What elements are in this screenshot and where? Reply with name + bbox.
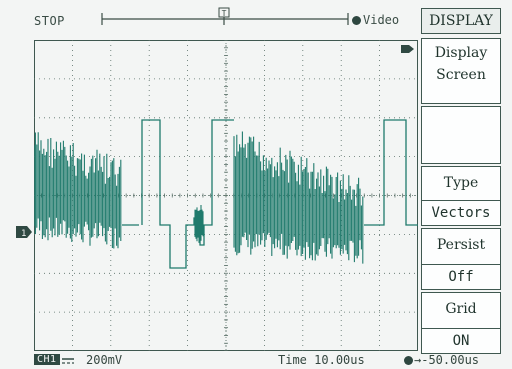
volts-per-div: 200mV (86, 353, 122, 367)
menu-title: DISPLAY (421, 8, 501, 34)
menu-item-grid[interactable]: Grid ON (421, 292, 501, 354)
menu-item-blank[interactable] (421, 106, 501, 164)
run-state-label: STOP (34, 14, 65, 28)
menu-item-type[interactable]: Type Vectors (421, 166, 501, 226)
menu-item-grid-value: ON (422, 328, 500, 353)
trigger-position-readout: →-50.00us (404, 353, 479, 367)
svg-text:1: 1 (21, 229, 26, 238)
trigger-source-icon (352, 16, 361, 25)
graticule (34, 40, 418, 351)
menu-title-label: DISPLAY (429, 13, 493, 29)
menu-item-display-label: Display (422, 45, 500, 61)
trigger-source-label: Video (363, 13, 399, 27)
menu-item-display-value: Screen (422, 67, 500, 83)
top-status-bar: STOP T Video (0, 0, 420, 36)
channel-1-marker-icon[interactable]: 1 (16, 226, 32, 238)
menu-item-type-label: Type (422, 175, 500, 191)
bottom-status-bar: CH1 200mV Time 10.00us →-50.00us (0, 352, 512, 369)
svg-text:T: T (222, 9, 227, 18)
timebase-label: Time (278, 353, 307, 367)
channel-1-badge[interactable]: CH1 (34, 354, 60, 365)
timebase-value: 10.00us (314, 353, 365, 367)
trigger-position-value: →-50.00us (414, 353, 479, 367)
trigger-position-icon (404, 356, 413, 365)
dc-coupling-icon (62, 358, 74, 364)
menu-item-persist-label: Persist (422, 237, 500, 253)
display-menu: DISPLAY Display Screen Type Vectors Pers… (421, 8, 501, 354)
menu-item-persist-value: Off (422, 264, 500, 289)
memory-position-bar[interactable]: T (100, 6, 350, 28)
trigger-t-marker-icon: T (219, 8, 229, 25)
menu-item-grid-label: Grid (422, 301, 500, 317)
menu-item-display[interactable]: Display Screen (421, 38, 501, 104)
timebase-readout: Time 10.00us (278, 353, 365, 367)
menu-item-type-value: Vectors (422, 200, 500, 225)
trigger-source: Video (352, 13, 399, 27)
menu-item-persist[interactable]: Persist Off (421, 228, 501, 290)
waveform-display[interactable] (34, 40, 418, 351)
trigger-level-marker-icon (401, 45, 414, 53)
